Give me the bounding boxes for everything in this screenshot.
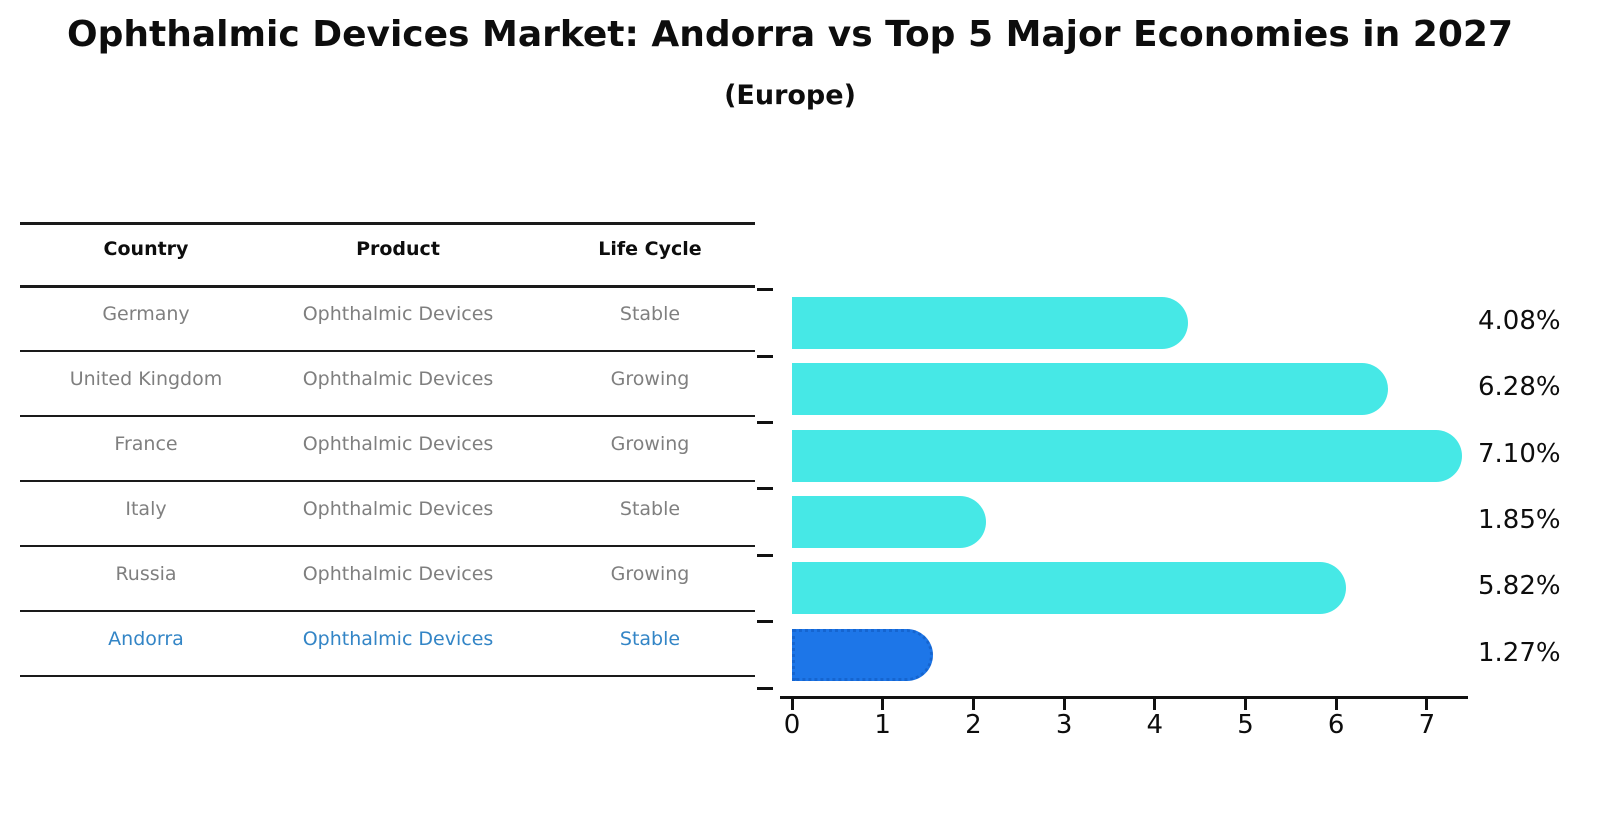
cell-product: Ophthalmic Devices <box>302 563 494 585</box>
x-tick <box>881 699 885 710</box>
header-country: Country <box>103 238 189 260</box>
bar-andorra <box>792 628 934 681</box>
table-row: United Kingdom Ophthalmic Devices Growin… <box>20 366 776 392</box>
table-row-divider <box>20 350 755 352</box>
x-tick <box>1062 699 1066 710</box>
cell-product: Ophthalmic Devices <box>302 433 494 455</box>
x-tick-label: 2 <box>965 710 982 740</box>
chart-title: Ophthalmic Devices Market: Andorra vs To… <box>67 14 1513 55</box>
cell-life-cycle: Growing <box>610 368 690 390</box>
table-row: Italy Ophthalmic Devices Stable <box>20 496 776 522</box>
cell-life-cycle: Stable <box>619 498 681 520</box>
x-tick-label: 5 <box>1237 710 1254 740</box>
cell-country: Russia <box>115 563 177 585</box>
x-axis-line <box>780 696 1468 699</box>
table-row-divider <box>20 415 755 417</box>
value-label: 1.85% <box>1478 505 1561 535</box>
table-header-divider <box>20 285 755 288</box>
x-tick-label: 1 <box>874 710 891 740</box>
y-tick <box>757 487 773 491</box>
cell-product: Ophthalmic Devices <box>302 628 494 650</box>
x-tick <box>1153 699 1157 710</box>
x-tick <box>1244 699 1247 710</box>
cell-product: Ophthalmic Devices <box>302 303 494 325</box>
value-label: 7.10% <box>1478 438 1561 469</box>
y-tick <box>757 686 773 690</box>
cell-life-cycle: Growing <box>610 433 690 455</box>
x-tick-label: 0 <box>783 710 801 740</box>
y-tick <box>757 288 773 292</box>
bar-russia <box>792 562 1346 615</box>
y-tick <box>757 420 773 424</box>
x-tick-label: 3 <box>1055 710 1073 740</box>
cell-life-cycle: Stable <box>619 628 681 650</box>
cell-country: Germany <box>102 303 190 325</box>
table-row-andorra: Andorra Ophthalmic Devices Stable <box>20 626 776 652</box>
y-tick <box>757 553 773 557</box>
table-row-divider <box>20 480 755 482</box>
table-header-row: Country Product Life Cycle <box>20 236 776 262</box>
bar-france <box>792 429 1462 482</box>
table-bottom-border <box>20 675 755 677</box>
bar-germany <box>792 296 1189 349</box>
table-row: France Ophthalmic Devices Growing <box>20 431 776 457</box>
cell-life-cycle: Growing <box>610 563 690 585</box>
x-tick <box>790 699 794 710</box>
table-row-divider <box>20 610 755 612</box>
y-tick <box>757 354 773 358</box>
x-tick <box>971 699 975 710</box>
value-label: 1.27% <box>1478 637 1561 668</box>
cell-country: France <box>114 433 178 455</box>
cell-country: Italy <box>125 498 167 520</box>
chart-subtitle: (Europe) <box>724 80 856 111</box>
y-tick <box>757 620 773 624</box>
cell-product: Ophthalmic Devices <box>302 368 494 390</box>
header-product: Product <box>356 238 440 260</box>
header-life-cycle: Life Cycle <box>598 238 702 260</box>
x-tick-label: 7 <box>1418 710 1436 740</box>
cell-country: Andorra <box>108 628 184 650</box>
x-tick-label: 4 <box>1146 710 1164 740</box>
value-label: 4.08% <box>1478 305 1561 336</box>
cell-life-cycle: Stable <box>619 303 681 325</box>
x-tick-label: 6 <box>1327 710 1345 740</box>
value-label: 6.28% <box>1478 372 1561 403</box>
bar-united-kingdom <box>792 363 1388 416</box>
cell-country: United Kingdom <box>69 368 223 390</box>
table-row: Russia Ophthalmic Devices Growing <box>20 561 776 587</box>
value-label: 5.82% <box>1478 571 1561 602</box>
bar-italy <box>792 496 986 548</box>
table-row: Germany Ophthalmic Devices Stable <box>20 301 776 327</box>
x-tick <box>1334 699 1338 710</box>
x-tick <box>1425 699 1429 710</box>
cell-product: Ophthalmic Devices <box>302 498 494 520</box>
table-top-border <box>20 222 755 225</box>
table-row-divider <box>20 545 755 547</box>
